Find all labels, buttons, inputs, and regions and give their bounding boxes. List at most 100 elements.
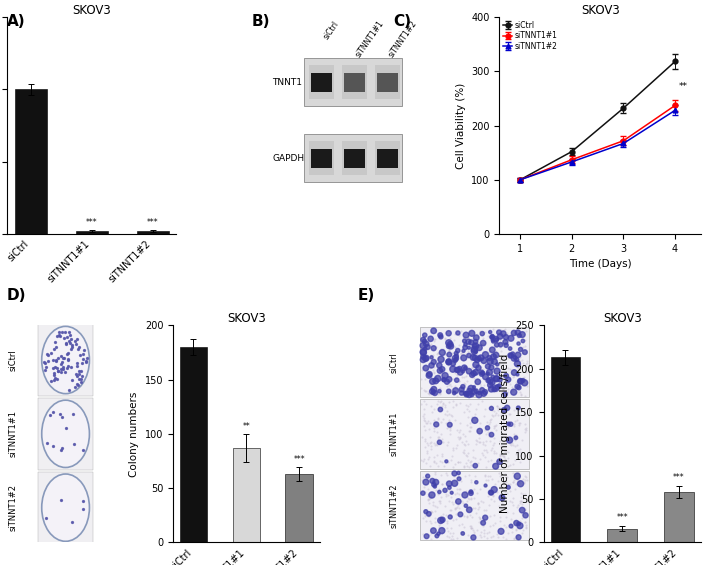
Point [435,355,447,364]
Point [460,383,472,392]
Point [416,352,428,361]
Point [521,367,532,376]
Point [459,445,470,454]
Point [506,521,517,531]
Point [452,458,464,467]
Point [513,500,524,509]
Point [484,381,496,390]
Point [39,358,50,367]
Point [75,375,86,384]
Point [454,419,465,428]
Point [474,427,486,436]
Point [439,333,450,342]
Point [450,489,461,498]
Point [468,485,479,494]
Point [421,369,432,378]
Point [450,503,461,512]
Point [486,406,498,415]
Point [485,349,496,358]
Point [502,422,513,431]
Point [479,359,491,368]
Point [428,337,440,346]
Point [437,515,448,524]
Point [418,335,429,344]
Point [74,370,85,379]
FancyBboxPatch shape [377,149,398,168]
Point [504,436,515,445]
Point [442,457,454,466]
Point [476,449,487,458]
Point [519,425,530,434]
Point [442,516,453,525]
Point [506,498,518,507]
Point [489,385,500,394]
Point [444,333,455,342]
Point [443,338,455,347]
Point [510,449,522,458]
Point [454,364,465,373]
Point [423,425,435,434]
Point [493,404,505,413]
Point [469,332,480,341]
Point [428,457,440,466]
Point [520,359,531,368]
Point [503,528,514,537]
Point [442,424,453,433]
Point [462,348,473,357]
Point [473,518,484,527]
Point [493,385,505,394]
Point [482,476,493,485]
Point [519,518,530,527]
Point [447,444,459,453]
Point [423,485,434,494]
Point [468,365,479,374]
Point [458,379,469,388]
Point [512,359,523,368]
Point [507,459,518,468]
Point [52,353,64,362]
Point [517,490,528,499]
Point [424,363,435,372]
Point [506,383,518,392]
Point [60,339,72,348]
Point [469,530,480,539]
Point [439,402,450,411]
Point [436,449,447,458]
Point [425,491,436,500]
Point [486,345,498,354]
Point [438,375,450,384]
Point [451,376,462,385]
Point [518,336,529,345]
Point [482,362,493,371]
Point [468,533,479,542]
Point [472,498,484,507]
Point [434,457,445,466]
Point [478,389,489,398]
Point [496,527,507,536]
Point [516,509,527,518]
Point [443,345,455,354]
Point [515,457,526,466]
Point [472,498,484,507]
Point [426,490,437,499]
Point [484,357,496,366]
Point [506,520,517,529]
Point [442,411,453,420]
Point [426,508,437,517]
Point [473,377,484,386]
Point [55,359,67,368]
Point [494,512,506,521]
Point [502,447,513,456]
Point [72,380,83,389]
Point [462,461,473,470]
Point [450,415,461,424]
Point [66,375,77,384]
Point [494,335,506,344]
Point [489,438,500,447]
Point [433,361,445,370]
Point [452,370,463,379]
Point [452,500,463,509]
Point [50,357,62,366]
Point [516,391,527,400]
Point [434,496,445,505]
